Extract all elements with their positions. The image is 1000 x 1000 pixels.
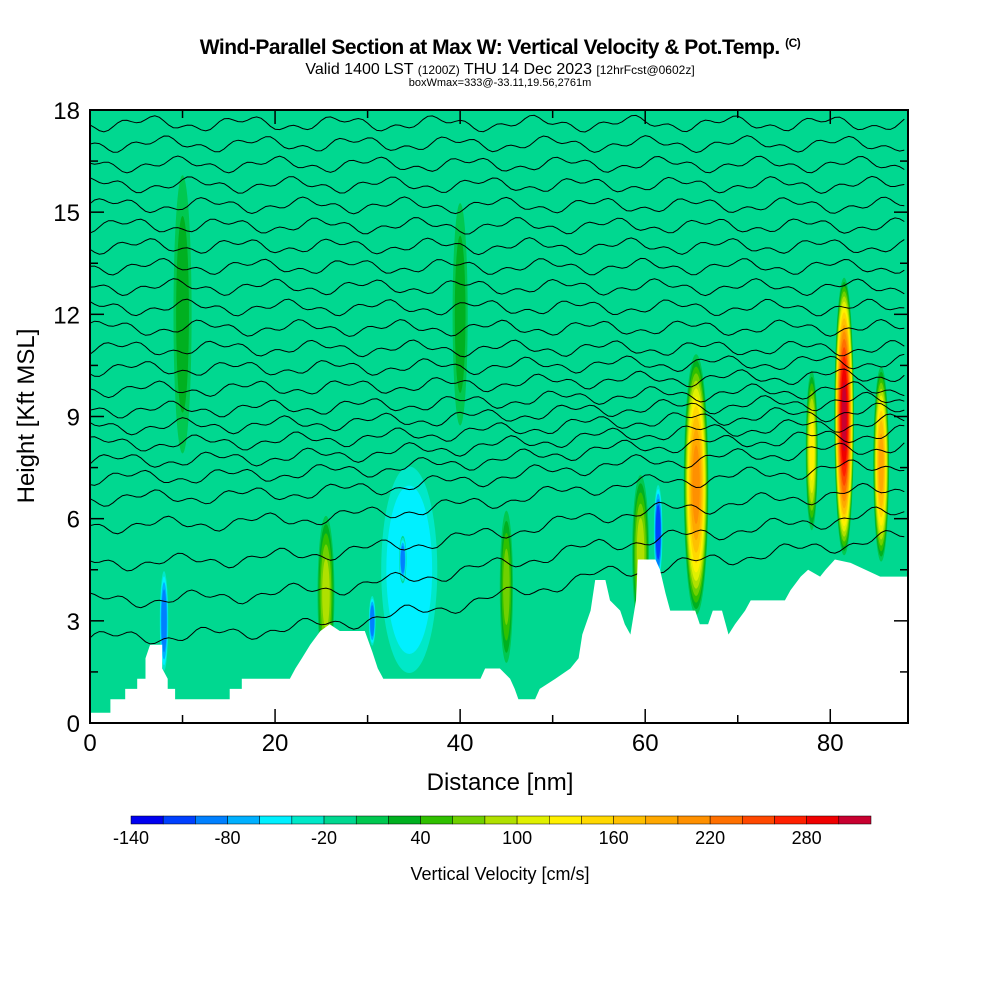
x-tick-label: 60 <box>632 730 659 757</box>
colorbar-tick-label: -20 <box>311 828 337 848</box>
theta-contour <box>90 353 905 377</box>
colorbar-swatch <box>484 815 518 825</box>
w-feature-contour <box>162 598 166 644</box>
theta-contour <box>90 257 905 276</box>
theta-contour <box>90 442 905 507</box>
w-feature-contour <box>841 381 847 452</box>
theta-contour <box>90 114 905 133</box>
axes: 0 20 40 60 80 0 3 6 9 12 15 18 <box>53 98 908 757</box>
colorbar-tick-label: 280 <box>792 828 822 848</box>
colorbar-swatch <box>709 815 743 825</box>
theta-contour <box>90 391 905 436</box>
y-axis-label: Height [Kft MSL] <box>13 329 40 504</box>
subtitle-date: THU 14 Dec 2023 <box>463 61 592 78</box>
theta-contour <box>90 318 905 337</box>
theta-contour <box>90 196 905 215</box>
plot-area <box>90 110 908 723</box>
y-tick-label: 6 <box>67 507 80 534</box>
theta-contour <box>90 402 905 452</box>
colorbar-swatch <box>291 815 325 825</box>
colorbar-swatch <box>677 815 711 825</box>
theta-contour <box>90 155 905 174</box>
colorbar-swatch <box>259 815 293 825</box>
colorbar-label: Vertical Velocity [cm/s] <box>410 864 589 884</box>
colorbar-swatch <box>581 815 614 825</box>
colorbar-swatch <box>838 815 872 825</box>
w-feature-contour <box>401 549 405 570</box>
colorbar-swatch <box>516 815 550 825</box>
colorbar-swatch <box>420 815 453 825</box>
colorbar-swatch <box>645 815 679 825</box>
colorbar: -140 -80 -20 40 100 160 220 280 <box>113 815 872 848</box>
colorbar-swatch <box>323 815 357 825</box>
w-feature-contour <box>878 433 884 495</box>
theta-contour <box>90 459 905 535</box>
colorbar-swatch <box>549 815 582 825</box>
theta-contour <box>90 237 905 256</box>
y-tick-label: 12 <box>53 302 80 329</box>
y-tick-label: 9 <box>67 405 80 432</box>
theta-contour <box>90 298 905 317</box>
colorbar-swatch <box>355 815 389 825</box>
theta-contour <box>90 135 905 154</box>
box-info: boxWmax=333@-33.11,19.56,2761m <box>408 77 592 89</box>
colorbar-swatch <box>806 815 840 825</box>
colorbar-swatch <box>162 815 196 825</box>
w-feature-contour <box>176 216 189 413</box>
colorbar-tick-label: 100 <box>502 828 532 848</box>
w-feature-contour <box>454 235 466 393</box>
colorbar-swatch <box>130 815 164 825</box>
theta-contour <box>90 424 905 486</box>
subtitle-valid: Valid 1400 LST <box>305 61 414 78</box>
x-axis-label: Distance [nm] <box>427 769 574 796</box>
theta-contour <box>90 482 905 572</box>
w-feature-contour <box>322 558 330 629</box>
colorbar-swatch <box>774 815 807 825</box>
colorbar-tick-label: -140 <box>113 828 149 848</box>
colorbar-swatch <box>452 815 486 825</box>
colorbar-swatch <box>227 815 260 825</box>
theta-contour <box>90 217 905 235</box>
chart-title: Wind-Parallel Section at Max W: Vertical… <box>0 36 1000 60</box>
theta-contour <box>90 368 905 399</box>
colorbar-swatch <box>613 815 647 825</box>
y-tick-label: 18 <box>53 98 80 125</box>
w-feature-contour <box>656 512 660 552</box>
colorbar-swatch <box>388 815 421 825</box>
colorbar-tick-label: -80 <box>215 828 241 848</box>
title-text: Wind-Parallel Section at Max W: Vertical… <box>199 36 781 59</box>
subtitle-forecast: [12hrFcst@0602z] <box>596 63 695 77</box>
w-feature-contour <box>503 548 510 625</box>
w-feature-contour <box>692 445 700 524</box>
colorbar-swatch <box>195 815 228 825</box>
theta-contour <box>90 381 905 419</box>
theta-contour <box>90 278 905 297</box>
colorbar-tick-label: 160 <box>599 828 629 848</box>
theta-contour <box>90 175 905 194</box>
w-feature-contour <box>370 609 374 632</box>
y-tick-label: 15 <box>53 200 80 227</box>
theta-contour <box>90 413 905 468</box>
x-tick-label: 0 <box>83 730 96 757</box>
theta-contour <box>90 506 905 609</box>
colorbar-tick-label: 220 <box>695 828 725 848</box>
colorbar-swatch <box>742 815 775 825</box>
theta-contour <box>90 339 905 358</box>
colorbar-tick-label: 40 <box>411 828 431 848</box>
subtitle-utc: (1200Z) <box>417 63 460 77</box>
terrain <box>90 559 908 723</box>
title-mark: (C) <box>785 36 801 50</box>
y-tick-label: 0 <box>67 711 80 738</box>
y-tick-label: 3 <box>67 609 80 636</box>
x-tick-label: 80 <box>817 730 844 757</box>
x-tick-label: 20 <box>262 730 289 757</box>
theta-contour <box>90 529 905 645</box>
x-tick-label: 40 <box>447 730 474 757</box>
chart-subtitle: Valid 1400 LST (1200Z) THU 14 Dec 2023 [… <box>0 61 1000 79</box>
